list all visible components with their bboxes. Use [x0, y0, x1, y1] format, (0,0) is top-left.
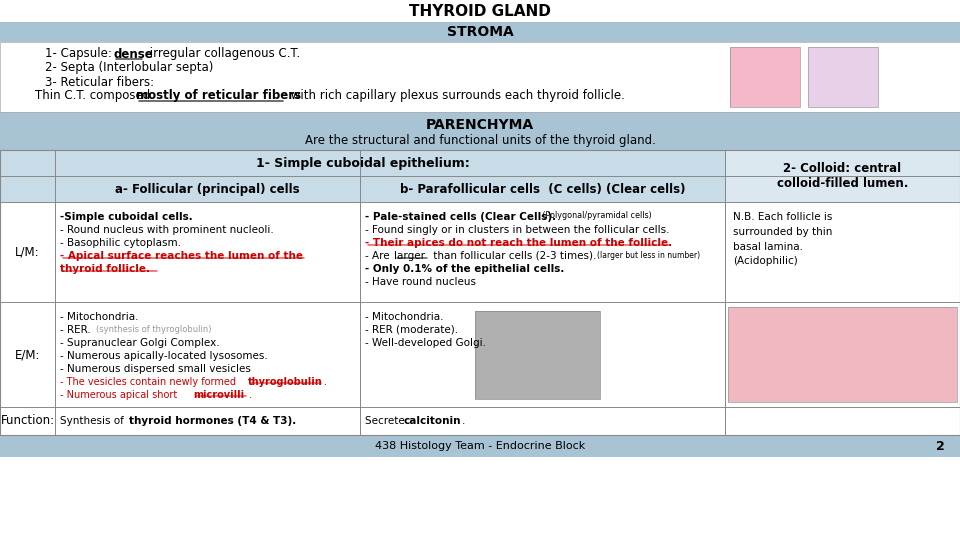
Text: b- Parafollicular cells  (C cells) (Clear cells): b- Parafollicular cells (C cells) (Clear…	[399, 183, 685, 195]
FancyBboxPatch shape	[0, 22, 960, 42]
Text: - Basophilic cytoplasm.: - Basophilic cytoplasm.	[60, 238, 181, 248]
FancyBboxPatch shape	[725, 150, 960, 202]
Text: - Mitochondria.: - Mitochondria.	[365, 312, 444, 322]
Text: Thin C.T. composed: Thin C.T. composed	[35, 90, 154, 103]
FancyBboxPatch shape	[0, 0, 960, 22]
Text: - Only 0.1% of the epithelial cells.: - Only 0.1% of the epithelial cells.	[365, 264, 564, 274]
Text: PARENCHYMA: PARENCHYMA	[426, 118, 534, 132]
FancyBboxPatch shape	[808, 47, 878, 107]
FancyBboxPatch shape	[0, 435, 960, 457]
Text: L/M:: L/M:	[15, 246, 39, 259]
Text: .: .	[249, 390, 252, 400]
FancyBboxPatch shape	[55, 176, 360, 202]
Text: - Have round nucleus: - Have round nucleus	[365, 277, 476, 287]
Text: Synthesis of: Synthesis of	[60, 416, 127, 426]
Text: - Round nucleus with prominent nucleoli.: - Round nucleus with prominent nucleoli.	[60, 225, 274, 235]
Text: - Apical surface reaches the lumen of the: - Apical surface reaches the lumen of th…	[60, 251, 303, 261]
Text: thyroglobulin: thyroglobulin	[248, 377, 323, 387]
Text: - Pale-stained cells (Clear Cells).: - Pale-stained cells (Clear Cells).	[365, 212, 556, 222]
FancyBboxPatch shape	[0, 42, 960, 112]
Text: - Numerous apical short: - Numerous apical short	[60, 390, 180, 400]
FancyBboxPatch shape	[0, 302, 960, 407]
Text: (synthesis of thyroglobulin): (synthesis of thyroglobulin)	[96, 325, 211, 334]
FancyBboxPatch shape	[730, 47, 800, 107]
Text: - RER (moderate).: - RER (moderate).	[365, 325, 458, 335]
Text: THYROID GLAND: THYROID GLAND	[409, 3, 551, 18]
Text: (Polygonal/pyramidal cells): (Polygonal/pyramidal cells)	[540, 211, 652, 220]
Text: - The vesicles contain newly formed: - The vesicles contain newly formed	[60, 377, 239, 387]
Text: dense: dense	[113, 48, 153, 60]
Text: 2- Septa (Interlobular septa): 2- Septa (Interlobular septa)	[45, 62, 213, 75]
Text: - Numerous dispersed small vesicles: - Numerous dispersed small vesicles	[60, 364, 251, 374]
Text: thyroid follicle.: thyroid follicle.	[60, 264, 150, 274]
Text: .: .	[324, 377, 327, 387]
Text: N.B. Each follicle is
surrounded by thin
basal lamina.
(Acidophilic): N.B. Each follicle is surrounded by thin…	[733, 212, 832, 266]
Text: a- Follicular (principal) cells: a- Follicular (principal) cells	[115, 183, 300, 195]
Text: - Their apices do not reach the lumen of the follicle.: - Their apices do not reach the lumen of…	[365, 238, 672, 248]
Text: .: .	[462, 416, 466, 426]
Text: Are the structural and functional units of the thyroid gland.: Are the structural and functional units …	[304, 134, 656, 147]
Text: 1- Simple cuboidal epithelium:: 1- Simple cuboidal epithelium:	[255, 157, 469, 170]
Text: microvilli: microvilli	[193, 390, 244, 400]
Text: Secrete: Secrete	[365, 416, 408, 426]
FancyBboxPatch shape	[0, 407, 960, 435]
Text: Function:: Function:	[0, 415, 55, 428]
Text: - Numerous apically-located lysosomes.: - Numerous apically-located lysosomes.	[60, 351, 268, 361]
Text: mostly of reticular fibers: mostly of reticular fibers	[136, 90, 301, 103]
FancyBboxPatch shape	[475, 311, 600, 399]
Text: thyroid hormones (T4 & T3).: thyroid hormones (T4 & T3).	[129, 416, 297, 426]
FancyBboxPatch shape	[360, 176, 725, 202]
FancyBboxPatch shape	[0, 176, 55, 202]
Text: -Simple cuboidal cells.: -Simple cuboidal cells.	[60, 212, 193, 222]
Text: - Found singly or in clusters in between the follicular cells.: - Found singly or in clusters in between…	[365, 225, 669, 235]
Text: than follicular cells (2-3 times).: than follicular cells (2-3 times).	[430, 251, 596, 261]
Text: 2- Colloid: central
colloid-filled lumen.: 2- Colloid: central colloid-filled lumen…	[777, 162, 908, 190]
Text: 3- Reticular fibers:: 3- Reticular fibers:	[45, 76, 155, 89]
FancyBboxPatch shape	[0, 202, 960, 302]
Text: (larger but less in number): (larger but less in number)	[597, 251, 700, 260]
Text: irregular collagenous C.T.: irregular collagenous C.T.	[146, 48, 300, 60]
FancyBboxPatch shape	[0, 112, 960, 150]
Text: 438 Histology Team - Endocrine Block: 438 Histology Team - Endocrine Block	[374, 441, 586, 451]
Text: calcitonin: calcitonin	[404, 416, 462, 426]
Text: - Well-developed Golgi.: - Well-developed Golgi.	[365, 338, 486, 348]
FancyBboxPatch shape	[728, 307, 957, 402]
Text: E/M:: E/M:	[14, 348, 40, 361]
Text: STROMA: STROMA	[446, 25, 514, 39]
Text: larger: larger	[394, 251, 425, 261]
Text: 2: 2	[936, 440, 945, 453]
Text: with rich capillary plexus surrounds each thyroid follicle.: with rich capillary plexus surrounds eac…	[287, 90, 625, 103]
Text: - Supranuclear Golgi Complex.: - Supranuclear Golgi Complex.	[60, 338, 220, 348]
Text: - RER.: - RER.	[60, 325, 94, 335]
FancyBboxPatch shape	[0, 150, 725, 176]
Text: 1- Capsule:: 1- Capsule:	[45, 48, 115, 60]
Text: - Are: - Are	[365, 251, 393, 261]
Text: - Mitochondria.: - Mitochondria.	[60, 312, 138, 322]
